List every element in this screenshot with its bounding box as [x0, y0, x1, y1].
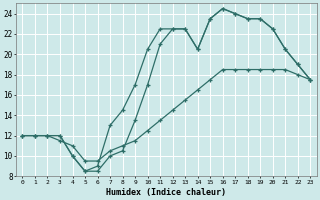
X-axis label: Humidex (Indice chaleur): Humidex (Indice chaleur) — [106, 188, 226, 197]
